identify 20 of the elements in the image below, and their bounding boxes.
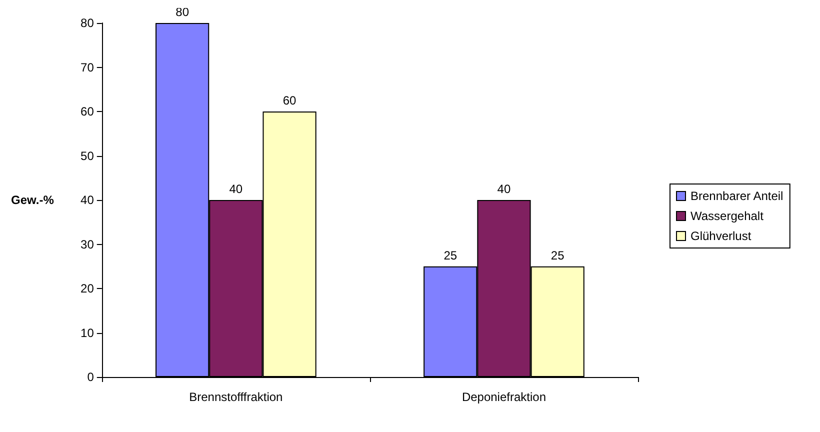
y-tick-label: 0	[87, 370, 94, 384]
x-tick-label: Deponiefraktion	[462, 390, 546, 404]
data-label: 60	[282, 94, 297, 108]
x-tick-label: Brennstofffraktion	[189, 390, 283, 404]
y-tick-label: 10	[80, 326, 94, 340]
y-tick-label: 20	[80, 282, 94, 296]
y-tick-label: 70	[80, 60, 94, 74]
y-tick-label: 40	[80, 193, 94, 207]
data-label: 25	[550, 248, 565, 262]
legend-label: Wassergehalt	[690, 209, 764, 223]
y-tick-label: 80	[80, 16, 94, 30]
y-tick-label: 50	[80, 148, 94, 163]
y-axis-title: Gew.-%	[10, 193, 54, 207]
data-label: 40	[229, 182, 243, 196]
data-label: 40	[497, 182, 511, 196]
legend-label: Brennbarer Anteil	[690, 189, 784, 203]
data-label: 25	[444, 248, 458, 262]
legend-label: Glühverlust	[690, 229, 752, 243]
y-tick-label: 60	[80, 104, 94, 118]
y-tick-label: 30	[80, 237, 94, 252]
